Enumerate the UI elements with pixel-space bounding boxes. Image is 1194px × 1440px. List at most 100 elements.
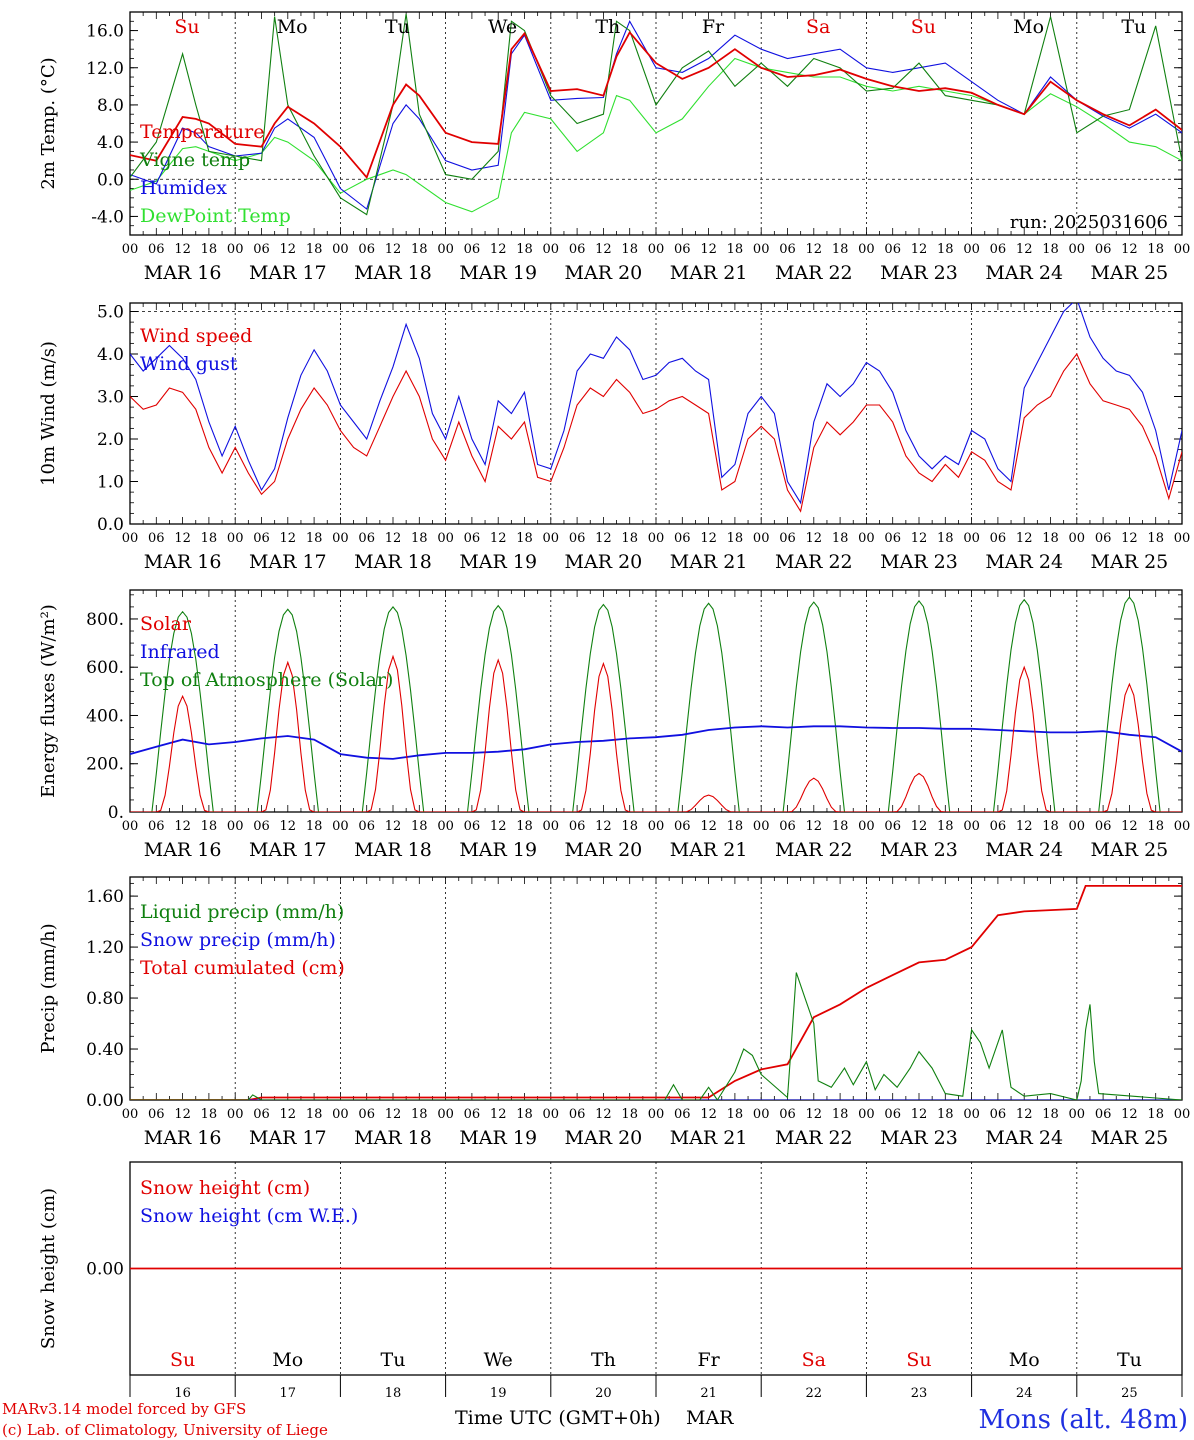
day-number: 23 — [911, 1386, 928, 1401]
hour-label: 12 — [1121, 1107, 1138, 1122]
date-label: MAR 21 — [670, 551, 748, 573]
weekday-label: Sa — [806, 16, 830, 38]
date-label: MAR 25 — [1091, 551, 1169, 573]
hour-label: 12 — [280, 531, 297, 546]
date-label: MAR 16 — [144, 839, 222, 861]
hour-label: 18 — [411, 819, 428, 834]
hour-label: 00 — [753, 531, 770, 546]
date-label: MAR 18 — [354, 262, 432, 284]
date-label: MAR 24 — [985, 551, 1063, 573]
date-label: MAR 19 — [459, 1127, 537, 1149]
series-line-solar — [130, 654, 1182, 812]
hour-label: 00 — [1069, 531, 1086, 546]
hour-label: 12 — [595, 1107, 612, 1122]
date-label: MAR 16 — [144, 262, 222, 284]
hour-label: 00 — [122, 1107, 139, 1122]
day-number: 25 — [1121, 1386, 1138, 1401]
y-tick-label: 3.0 — [97, 388, 124, 408]
hour-label: 06 — [779, 531, 796, 546]
date-label: MAR 17 — [249, 551, 327, 573]
hour-label: 18 — [727, 531, 744, 546]
hour-label: 06 — [148, 531, 165, 546]
weekday-label: Tu — [1117, 1349, 1142, 1371]
hour-label: 06 — [990, 1107, 1007, 1122]
date-label: MAR 18 — [354, 839, 432, 861]
hour-label: 12 — [911, 531, 928, 546]
y-tick-label: 800. — [86, 610, 124, 630]
footer-group: MARv3.14 model forced by GFS (c) Lab. of… — [2, 1400, 1188, 1439]
hour-label: 06 — [569, 819, 586, 834]
hour-label: 12 — [1121, 531, 1138, 546]
hour-label: 00 — [963, 1107, 980, 1122]
hour-label: 06 — [253, 819, 270, 834]
y-tick-label: -4.0 — [91, 207, 124, 227]
hour-label: 18 — [516, 819, 533, 834]
hour-label: 06 — [358, 1107, 375, 1122]
y-tick-label: 1.0 — [97, 473, 124, 493]
hour-label: 12 — [174, 242, 191, 257]
hour-label: 18 — [621, 242, 638, 257]
hour-label: 00 — [858, 531, 875, 546]
y-tick-label: 12.0 — [86, 59, 124, 79]
y-tick-label: 0. — [108, 803, 124, 823]
hour-label: 12 — [174, 531, 191, 546]
weekday-label: Fr — [702, 16, 725, 38]
weekday-label: Fr — [697, 1349, 720, 1371]
legend-entry: Temperature — [140, 121, 264, 143]
y-tick-label: 0.40 — [86, 1040, 124, 1060]
hour-label: 12 — [174, 819, 191, 834]
hour-label: 12 — [1016, 1107, 1033, 1122]
hour-label: 06 — [1095, 531, 1112, 546]
series-line-temperature — [130, 30, 1182, 180]
y-tick-label: 4.0 — [97, 133, 124, 153]
station-name: Mons (alt. 48m) — [979, 1405, 1188, 1435]
legend-entry: Vigne temp — [139, 149, 250, 171]
hour-label: 18 — [411, 1107, 428, 1122]
hour-label: 06 — [358, 531, 375, 546]
hour-label: 06 — [674, 1107, 691, 1122]
legend-entry: Top of Atmosphere (Solar) — [140, 669, 393, 691]
hour-label: 00 — [437, 531, 454, 546]
series-line-wind-gust — [130, 303, 1182, 505]
day-number: 24 — [1016, 1386, 1033, 1401]
y-axis-label: Energy fluxes (W/m²) — [38, 604, 59, 798]
hour-label: 00 — [543, 242, 560, 257]
weekday-label: Su — [906, 1349, 931, 1371]
hour-label: 00 — [227, 531, 244, 546]
hour-label: 06 — [464, 531, 481, 546]
weekday-label: Su — [170, 1349, 195, 1371]
hour-label: 18 — [1147, 242, 1164, 257]
legend-entry: Wind speed — [140, 325, 252, 347]
hour-label: 00 — [753, 1107, 770, 1122]
date-label: MAR 22 — [775, 262, 853, 284]
weekday-label: Mo — [272, 1349, 303, 1371]
date-label: MAR 19 — [459, 262, 537, 284]
date-label: MAR 17 — [249, 1127, 327, 1149]
hour-label: 00 — [543, 531, 560, 546]
panel-2: 0.0 1.0 2.0 3.0 4.0 5.0 10m Wind (m/s) Wind spe… — [38, 302, 1191, 573]
hour-label: 00 — [1174, 531, 1191, 546]
hour-label: 12 — [385, 819, 402, 834]
hour-label: 06 — [1095, 1107, 1112, 1122]
hour-label: 12 — [490, 531, 507, 546]
hour-label: 18 — [306, 531, 323, 546]
date-label: MAR 22 — [775, 551, 853, 573]
hour-label: 06 — [253, 531, 270, 546]
date-label: MAR 20 — [565, 1127, 643, 1149]
date-label: MAR 23 — [880, 551, 958, 573]
hour-label: 06 — [358, 819, 375, 834]
hour-label: 06 — [779, 1107, 796, 1122]
day-number: 18 — [385, 1386, 402, 1401]
hour-label: 12 — [806, 531, 823, 546]
weekday-label: Tu — [385, 16, 410, 38]
date-label: MAR 21 — [670, 839, 748, 861]
hour-label: 18 — [1042, 242, 1059, 257]
hour-label: 12 — [385, 242, 402, 257]
hour-label: 18 — [1042, 1107, 1059, 1122]
weekday-label: We — [488, 16, 517, 38]
weekday-label: We — [484, 1349, 513, 1371]
hour-label: 06 — [1095, 819, 1112, 834]
date-label: MAR 23 — [880, 839, 958, 861]
weekday-label: Mo — [1013, 16, 1044, 38]
